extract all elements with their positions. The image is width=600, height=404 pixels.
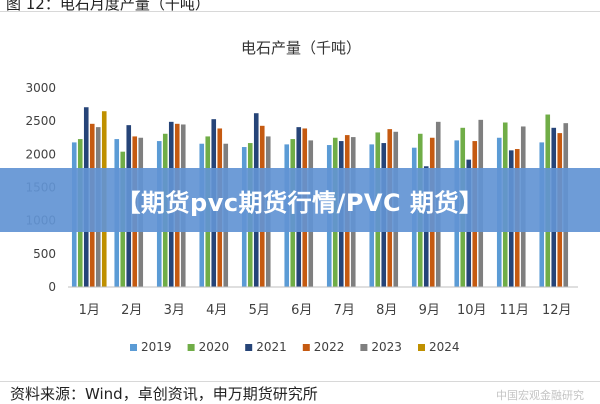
x-tick-label: 10月	[457, 303, 487, 318]
y-tick-label: 2000	[25, 147, 56, 161]
legend-swatch-2021	[245, 344, 253, 351]
y-axis: 050010001500200025003000	[25, 81, 56, 294]
y-tick-label: 500	[33, 247, 56, 261]
banner-text: 【期货pvc期货行情/PVC 期货】	[116, 188, 484, 217]
source-divider	[0, 381, 600, 382]
x-tick-label: 1月	[79, 303, 100, 318]
legend-label: 2020	[199, 340, 230, 354]
legend-label: 2024	[429, 340, 460, 354]
x-tick-label: 11月	[499, 303, 529, 318]
legend-label: 2022	[314, 340, 345, 354]
legend-swatch-2024	[418, 344, 425, 351]
legend-label: 2023	[371, 340, 402, 354]
chart-title: 电石产量（千吨）	[241, 39, 361, 57]
x-tick-label: 8月	[376, 303, 397, 318]
y-tick-label: 3000	[25, 81, 56, 95]
legend-swatch-2022	[302, 344, 310, 351]
y-tick-label: 0	[48, 280, 56, 294]
legend-swatch-2019	[130, 344, 137, 351]
x-tick-label: 3月	[164, 303, 185, 318]
x-tick-label: 2月	[121, 303, 142, 318]
x-tick-label: 7月	[334, 303, 355, 318]
source-caption: 资料来源：Wind，卓创资讯，申万期货研究所	[10, 385, 318, 403]
overlay-banner: 【期货pvc期货行情/PVC 期货】	[0, 168, 600, 232]
legend: 2019 2020 2021 2022 2023 2024	[130, 340, 460, 354]
x-tick-label: 6月	[291, 303, 312, 318]
figure-caption: 图 12：电石月度产量（千吨）	[6, 0, 210, 13]
x-tick-label: 5月	[249, 303, 270, 318]
caption-divider	[0, 11, 600, 12]
legend-label: 2019	[141, 340, 172, 354]
watermark: 中国宏观金融研究	[496, 389, 584, 402]
x-tick-label: 4月	[206, 303, 227, 318]
legend-swatch-2020	[187, 344, 195, 351]
x-tick-label: 9月	[419, 303, 440, 318]
legend-swatch-2023	[360, 344, 368, 351]
y-tick-label: 2500	[25, 114, 56, 128]
legend-label: 2021	[256, 340, 287, 354]
x-axis: 1月 2月 3月 4月 5月 6月 7月 8月 9月 10月 11月 12月	[68, 286, 578, 318]
x-tick-label: 12月	[542, 303, 572, 318]
